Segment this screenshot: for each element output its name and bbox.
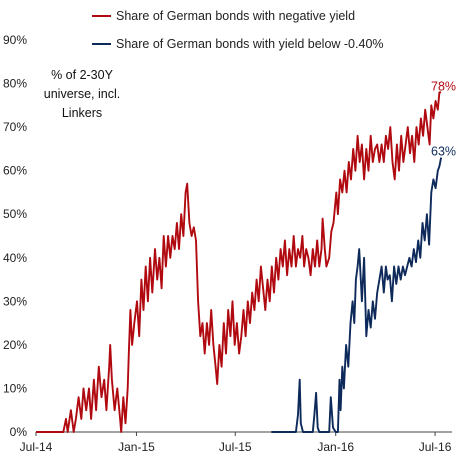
- end-labels: 78% 63%: [431, 79, 456, 158]
- legend-label-negative-yield: Share of German bonds with negative yiel…: [116, 9, 355, 23]
- series-line-negative-yield: [36, 91, 442, 433]
- x-tick-label: Jul-15: [219, 440, 252, 454]
- annotation-line-2: universe, incl.: [44, 87, 120, 101]
- y-tick-label: 60%: [3, 164, 27, 178]
- x-tick-label: Jan-15: [118, 440, 155, 454]
- end-label-negative-yield: 78%: [431, 79, 456, 93]
- y-tick-label: 70%: [3, 120, 27, 134]
- y-tick-label: 30%: [3, 294, 27, 308]
- x-tick-label: Jul-14: [20, 440, 53, 454]
- chart-annotation: % of 2-30Y universe, incl. Linkers: [44, 68, 120, 120]
- y-tick-label: 40%: [3, 251, 27, 265]
- x-tick-label: Jul-16: [419, 440, 452, 454]
- annotation-line-1: % of 2-30Y: [51, 68, 114, 82]
- end-label-below-040: 63%: [431, 145, 456, 159]
- y-axis: 0% 10% 20% 30% 40% 50% 60% 70% 80% 90%: [3, 33, 27, 439]
- y-tick-label: 20%: [3, 338, 27, 352]
- series-lines: [36, 91, 443, 433]
- x-tick-label: Jan-16: [317, 440, 354, 454]
- legend: Share of German bonds with negative yiel…: [92, 9, 384, 51]
- y-tick-label: 0%: [10, 425, 28, 439]
- y-tick-label: 50%: [3, 207, 27, 221]
- y-tick-label: 90%: [3, 33, 27, 47]
- x-axis: Jul-14 Jan-15 Jul-15 Jan-16 Jul-16: [20, 432, 452, 454]
- y-tick-label: 80%: [3, 77, 27, 91]
- annotation-line-3: Linkers: [62, 106, 102, 120]
- legend-label-below-040: Share of German bonds with yield below -…: [116, 37, 384, 51]
- y-tick-label: 10%: [3, 381, 27, 395]
- series-line-below-040: [271, 157, 443, 433]
